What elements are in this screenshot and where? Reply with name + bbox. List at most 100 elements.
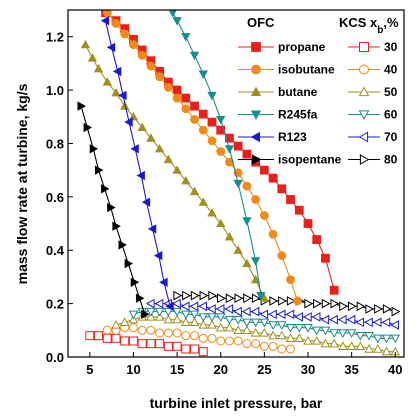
ofc-point-butane <box>172 165 182 174</box>
kcs-point-80 <box>234 293 244 304</box>
kcs-point-50 <box>172 314 182 324</box>
ofc-point-isobutane <box>259 211 269 220</box>
y-tick-label: 0.4 <box>46 243 65 258</box>
ofc-point-r123 <box>100 15 110 26</box>
ofc-series-butane <box>80 39 270 302</box>
kcs-series-70 <box>145 298 399 330</box>
ofc-point-butane <box>87 53 98 62</box>
kcs-point-30 <box>128 336 138 346</box>
ofc-point-isopentane <box>94 165 104 175</box>
kcs-point-70 <box>337 314 347 325</box>
kcs-point-60 <box>163 307 174 317</box>
ofc-point-butane <box>242 258 252 268</box>
ofc-point-isobutane <box>111 18 121 28</box>
kcs-point-70 <box>154 298 164 309</box>
ofc-point-isobutane <box>268 229 278 239</box>
kcs-point-50 <box>346 341 357 351</box>
kcs-point-50 <box>180 317 191 326</box>
y-tick-label: 0.0 <box>46 350 64 365</box>
ofc-line-isobutane <box>106 12 299 302</box>
x-tick-label: 30 <box>301 362 315 377</box>
kcs-point-70 <box>206 304 216 314</box>
kcs-point-80 <box>251 293 261 304</box>
kcs-point-80 <box>382 304 392 314</box>
legend-kcs-marker <box>359 42 369 52</box>
ofc-point-propane <box>321 253 330 263</box>
ofc-point-r123 <box>118 90 127 101</box>
kcs-point-50 <box>285 333 296 343</box>
kcs-point-70 <box>311 312 321 322</box>
kcs-series-50 <box>111 311 401 356</box>
ofc-point-isobutane <box>286 275 295 284</box>
ofc-point-butane <box>181 176 191 185</box>
kcs-point-70 <box>372 317 382 328</box>
ofc-point-butane <box>207 208 217 217</box>
ofc-point-propane <box>312 235 322 244</box>
ofc-point-butane <box>233 245 243 254</box>
y-tick-label: 1.2 <box>46 30 64 45</box>
kcs-point-80 <box>182 290 191 301</box>
kcs-point-30 <box>198 347 208 357</box>
kcs-point-60 <box>311 326 322 336</box>
ofc-point-butane <box>189 186 200 196</box>
ofc-point-r123 <box>141 197 151 207</box>
ofc-point-r245fa <box>172 17 182 26</box>
ofc-point-butane <box>93 63 104 73</box>
ofc-point-r245fa <box>168 10 177 18</box>
kcs-point-80 <box>225 293 235 304</box>
ofc-series-isopentane <box>77 101 150 319</box>
ofc-point-isobutane <box>216 147 226 156</box>
legend-kcs-label: 40 <box>384 63 398 77</box>
kcs-point-60 <box>268 321 278 330</box>
kcs-point-30 <box>111 333 121 343</box>
kcs-point-60 <box>320 326 331 336</box>
kcs-point-70 <box>285 309 295 320</box>
kcs-point-80 <box>278 296 287 306</box>
ofc-point-propane <box>207 117 217 127</box>
kcs-point-80 <box>304 298 314 309</box>
kcs-point-70 <box>259 309 269 320</box>
ofc-line-isopentane <box>80 105 146 315</box>
axis-ticks: 5 10 15 20 25 30 35 40 0.0 0.2 0.4 0.6 0.8 1.0 1.2 <box>46 30 403 377</box>
ofc-point-r123 <box>165 301 174 311</box>
ofc-point-r245fa <box>250 257 261 266</box>
ofc-point-propane <box>286 195 295 204</box>
kcs-point-60 <box>189 310 200 320</box>
x-tick-label: 20 <box>213 362 227 377</box>
legend-ofc-marker <box>250 86 262 96</box>
ofc-point-butane <box>102 77 112 86</box>
kcs-point-80 <box>199 290 209 301</box>
kcs-point-60 <box>233 315 244 325</box>
kcs-point-40 <box>163 328 173 338</box>
kcs-point-60 <box>390 334 401 344</box>
kcs-point-50 <box>355 341 366 351</box>
ofc-point-butane <box>137 122 147 132</box>
kcs-point-50 <box>268 330 278 340</box>
legend-ofc-label: R123 <box>278 130 307 144</box>
kcs-point-70 <box>276 309 286 320</box>
kcs-point-40 <box>146 325 156 335</box>
kcs-point-40 <box>128 323 138 333</box>
kcs-point-60 <box>338 329 348 339</box>
legend-ofc-marker <box>251 64 261 75</box>
kcs-point-80 <box>313 298 322 309</box>
ofc-series-isobutane <box>102 10 302 306</box>
ofc-point-isopentane <box>135 293 145 303</box>
kcs-point-60 <box>172 307 182 317</box>
ofc-point-propane <box>216 125 226 135</box>
kcs-series-30 <box>85 331 208 357</box>
ofc-point-r123 <box>106 42 116 53</box>
kcs-point-30 <box>155 339 165 349</box>
ofc-point-propane <box>233 141 243 151</box>
ofc-point-propane <box>294 205 304 215</box>
ofc-point-isobutane <box>155 72 165 82</box>
ofc-point-isobutane <box>242 181 252 191</box>
kcs-point-60 <box>224 315 235 325</box>
ofc-point-r245fa <box>207 91 217 101</box>
kcs-point-50 <box>338 341 348 351</box>
kcs-point-60 <box>294 323 305 333</box>
ofc-point-isopentane <box>77 101 86 111</box>
ofc-point-isobutane <box>102 10 112 18</box>
kcs-point-30 <box>85 331 95 341</box>
legend-kcs-marker <box>358 131 369 143</box>
